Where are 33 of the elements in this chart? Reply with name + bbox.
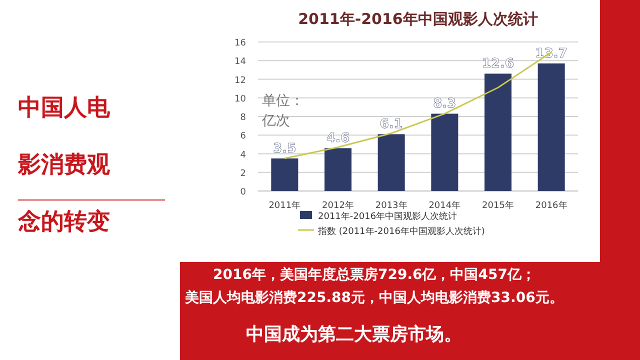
bar	[538, 63, 565, 191]
text: 中国人电影消费观念的转变	[18, 95, 110, 235]
y-tick-label: 6	[240, 132, 246, 142]
y-axis-title: 单位：亿次	[261, 93, 304, 129]
data-label: 6.1	[380, 117, 403, 132]
bar	[484, 74, 512, 191]
y-tick-label: 10	[234, 94, 246, 104]
x-tick-label: 2011年	[268, 200, 301, 211]
chart-title: 2011年-2016年中国观影人次统计	[298, 10, 538, 28]
y-tick-label: 0	[240, 188, 246, 198]
y-tick-label: 14	[234, 57, 246, 68]
bar	[431, 114, 458, 191]
data-label: 8.3	[433, 96, 456, 112]
x-tick-label: 2015年	[482, 200, 514, 211]
bar	[271, 158, 298, 191]
y-tick-label: 8	[240, 113, 246, 123]
x-tick-label: 2012年	[322, 200, 354, 211]
bar	[324, 148, 352, 191]
data-label: 3.5	[273, 141, 296, 156]
text: 2016年，美国年度总票房729.6亿，中国457亿；美国人均电影消费225.88元，中国人均电影消费33.06元。	[184, 266, 564, 306]
data-label: 4.6	[326, 131, 350, 146]
x-tick-label: 2016年	[535, 200, 568, 211]
y-tick-label: 12	[234, 76, 246, 86]
y-tick-label: 4	[240, 150, 246, 160]
legend-label: 指数 (2011年-2016年中国观影人次统计)	[317, 226, 485, 237]
x-tick-label: 2013年	[375, 200, 408, 211]
bar	[378, 134, 405, 191]
x-tick-label: 2014年	[428, 200, 461, 211]
y-tick-label: 16	[234, 38, 246, 48]
legend-label: 2011年-2016年中国观影人次统计	[318, 211, 458, 222]
text: 中国成为第二大票房市场。	[246, 324, 462, 345]
data-label: 12.6	[482, 56, 514, 72]
y-tick-label: 2	[240, 168, 246, 179]
